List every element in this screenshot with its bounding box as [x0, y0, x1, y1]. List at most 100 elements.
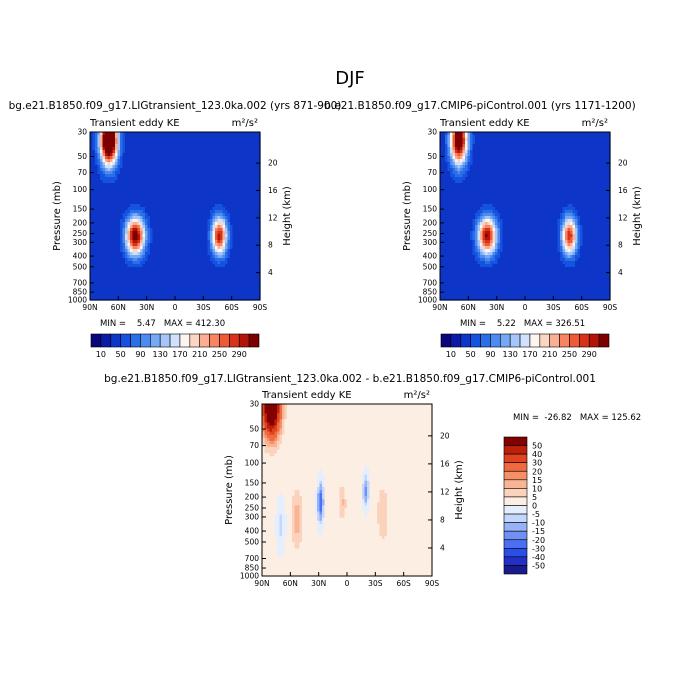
heatmap-cell [212, 180, 216, 184]
heatmap-cell [255, 201, 259, 205]
heatmap-cell [177, 270, 181, 274]
heatmap-cell [230, 258, 234, 262]
heatmap-cell [235, 267, 239, 271]
heatmap-cell [90, 168, 94, 172]
heatmap-cell [222, 141, 226, 145]
heatmap-cell [137, 222, 141, 226]
heatmap-cell [487, 201, 491, 205]
heatmap-cell [202, 141, 206, 145]
heatmap-cell [107, 147, 111, 151]
heatmap-cell [140, 258, 144, 262]
heatmap-cell [190, 288, 194, 292]
heatmap-cell [157, 243, 161, 247]
heatmap-cell [177, 255, 181, 259]
heatmap-cell [147, 276, 151, 280]
heatmap-cell [187, 258, 191, 262]
heatmap-cell [237, 186, 241, 190]
heatmap-cell [455, 276, 459, 280]
heatmap-cell [447, 186, 451, 190]
heatmap-cell [252, 225, 256, 229]
heatmap-cell [137, 282, 141, 286]
heatmap-cell [110, 243, 114, 247]
heatmap-cell [480, 213, 484, 217]
heatmap-cell [145, 243, 149, 247]
heatmap-cell [137, 141, 141, 145]
heatmap-cell [440, 294, 444, 298]
heatmap-cell [442, 165, 446, 169]
heatmap-cell [185, 192, 189, 196]
heatmap-cell [170, 162, 174, 166]
heatmap-cell [232, 180, 236, 184]
heatmap-cell [122, 216, 126, 220]
heatmap-cell [197, 135, 201, 139]
heatmap-cell [155, 168, 159, 172]
heatmap-cell [242, 135, 246, 139]
heatmap-cell [207, 159, 211, 163]
heatmap-cell [135, 234, 139, 238]
heatmap-cell [225, 180, 229, 184]
heatmap-cell [145, 231, 149, 235]
heatmap-cell [452, 258, 456, 262]
heatmap-cell [250, 141, 254, 145]
heatmap-cell [195, 159, 199, 163]
heatmap-cell [205, 264, 209, 268]
heatmap-cell [190, 285, 194, 289]
heatmap-cell [215, 138, 219, 142]
heatmap-cell [100, 210, 104, 214]
heatmap-cell [252, 252, 256, 256]
heatmap-cell [97, 282, 101, 286]
heatmap-cell [480, 165, 484, 169]
heatmap-cell [195, 204, 199, 208]
heatmap-cell [200, 153, 204, 157]
heatmap-cell [447, 168, 451, 172]
heatmap-cell [142, 138, 146, 142]
heatmap-cell [250, 132, 254, 136]
heatmap-cell [230, 231, 234, 235]
heatmap-cell [155, 183, 159, 187]
heatmap-cell [220, 192, 224, 196]
heatmap-cell [487, 216, 491, 220]
heatmap-cell [90, 273, 94, 277]
heatmap-cell [95, 291, 99, 295]
heatmap-cell [120, 282, 124, 286]
heatmap-cell [140, 180, 144, 184]
heatmap-cell [125, 156, 129, 160]
heatmap-cell [117, 222, 121, 226]
heatmap-cell [95, 132, 99, 136]
heatmap-cell [465, 294, 469, 298]
heatmap-cell [182, 186, 186, 190]
heatmap-cell [125, 282, 129, 286]
heatmap-cell [105, 168, 109, 172]
heatmap-cell [207, 255, 211, 259]
heatmap-cell [477, 225, 481, 229]
heatmap-cell [457, 237, 461, 241]
heatmap-cell [115, 216, 119, 220]
heatmap-cell [480, 144, 484, 148]
heatmap-cell [222, 162, 226, 166]
heatmap-cell [90, 180, 94, 184]
heatmap-cell [167, 225, 171, 229]
heatmap-cell [242, 273, 246, 277]
heatmap-cell [460, 228, 464, 232]
heatmap-cell [447, 156, 451, 160]
heatmap-cell [157, 201, 161, 205]
heatmap-cell [440, 144, 444, 148]
heatmap-cell [92, 225, 96, 229]
heatmap-cell [215, 132, 219, 136]
heatmap-cell [90, 291, 94, 295]
heatmap-cell [135, 279, 139, 283]
heatmap-cell [225, 234, 229, 238]
heatmap-cell [460, 159, 464, 163]
heatmap-cell [155, 291, 159, 295]
heatmap-cell [147, 249, 151, 253]
heatmap-cell [207, 273, 211, 277]
heatmap-cell [195, 291, 199, 295]
heatmap-cell [252, 201, 256, 205]
heatmap-cell [455, 210, 459, 214]
heatmap-cell [122, 222, 126, 226]
heatmap-cell [217, 291, 221, 295]
heatmap-cell [187, 216, 191, 220]
heatmap-cell [175, 279, 179, 283]
heatmap-cell [475, 231, 479, 235]
heatmap-cell [237, 171, 241, 175]
